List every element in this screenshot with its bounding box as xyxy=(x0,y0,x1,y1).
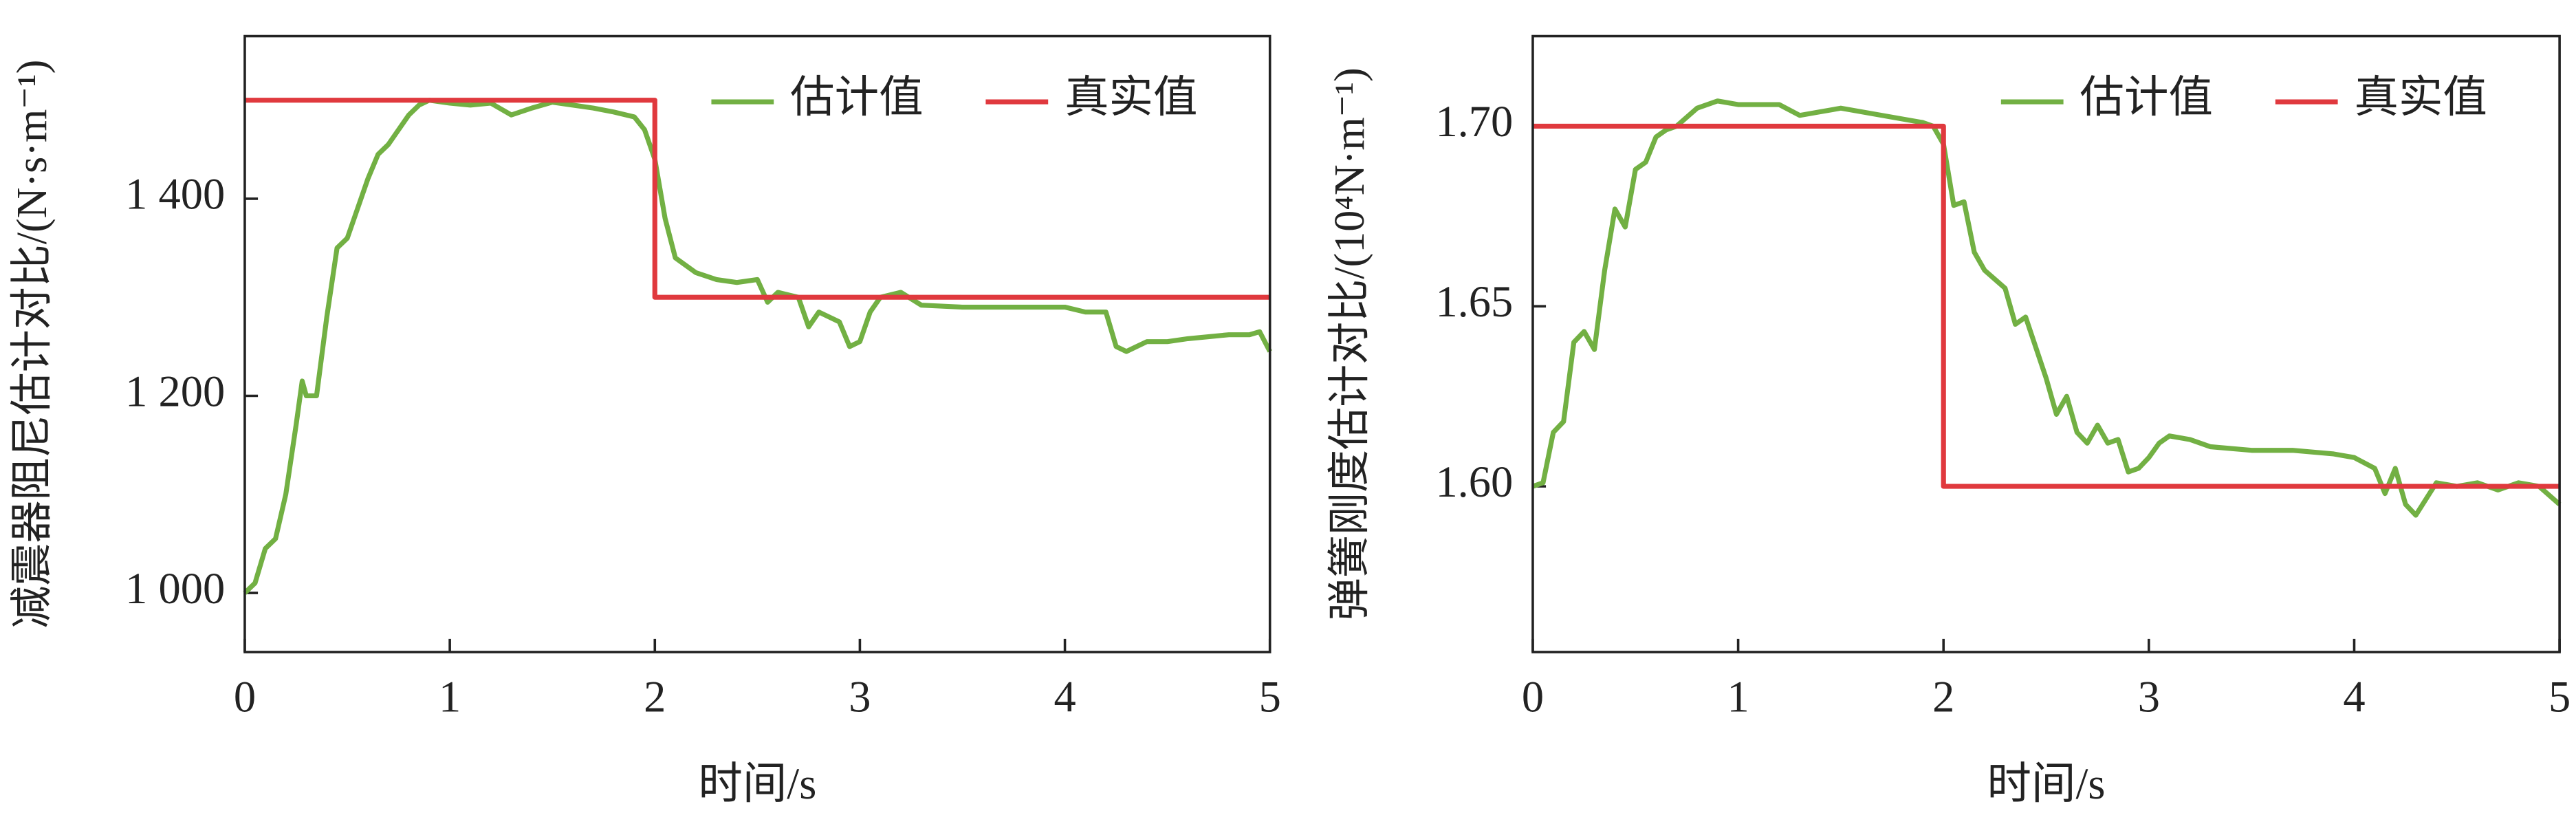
x-axis-label: 时间/s xyxy=(698,759,816,808)
legend-label: 估计值 xyxy=(790,73,923,122)
series-line xyxy=(1531,98,2562,518)
x-tick-label: 3 xyxy=(849,672,871,721)
legend-label: 真实值 xyxy=(1065,73,1197,122)
x-tick-label: 5 xyxy=(2548,672,2570,721)
y-axis-label: 减震器阻尼估计对比/(N·s·m⁻¹) xyxy=(9,60,56,629)
series-line xyxy=(1532,123,2560,489)
x-tick-label: 5 xyxy=(1259,672,1281,721)
x-tick-label: 4 xyxy=(1054,672,1076,721)
x-tick-label: 3 xyxy=(2138,672,2160,721)
legend-label: 真实值 xyxy=(2354,73,2487,122)
x-axis-label: 时间/s xyxy=(1987,759,2106,808)
y-tick-label: 1.65 xyxy=(1435,277,1513,326)
y-axis-label: 弹簧刚度估计对比/(10⁴N·m⁻¹) xyxy=(1327,67,1373,620)
y-tick-label: 1.70 xyxy=(1435,97,1513,146)
legend-label: 估计值 xyxy=(2080,73,2213,122)
series-line xyxy=(243,98,1272,595)
x-tick-label: 1 xyxy=(439,672,461,721)
series-line xyxy=(244,98,1270,300)
x-tick-label: 2 xyxy=(644,672,666,721)
y-tick-label: 1 200 xyxy=(125,367,225,415)
x-tick-label: 0 xyxy=(234,672,256,721)
x-tick-label: 0 xyxy=(1522,672,1544,721)
x-tick-label: 1 xyxy=(1727,672,1749,721)
plot-frame xyxy=(1531,34,2561,653)
y-tick-label: 1 000 xyxy=(125,564,225,613)
plot-frame xyxy=(243,34,1271,653)
x-tick-label: 4 xyxy=(2343,672,2365,721)
y-tick-label: 1 400 xyxy=(125,170,225,219)
y-tick-label: 1.60 xyxy=(1435,457,1513,506)
x-tick-label: 2 xyxy=(1932,672,1954,721)
